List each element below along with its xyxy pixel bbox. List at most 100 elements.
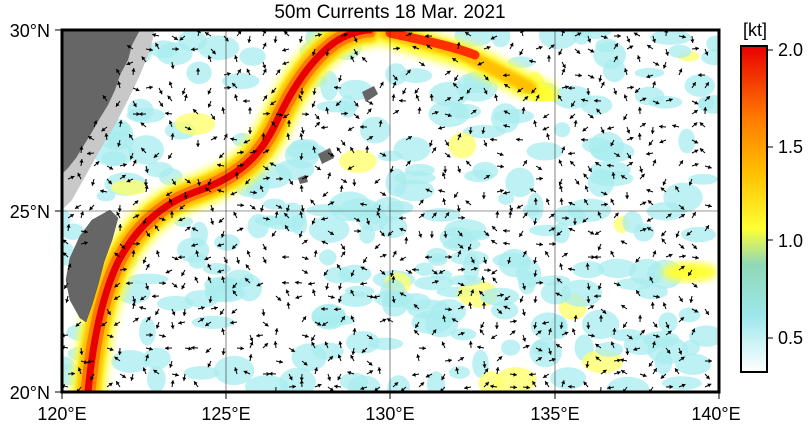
latitude-labels: 20°N 25°N 30°N — [10, 21, 50, 403]
vector-arrowhead — [548, 328, 552, 333]
vector-arrowhead — [563, 253, 568, 257]
vector-arrowhead — [459, 96, 464, 101]
vector-arrowhead — [191, 227, 196, 232]
vector-arrowhead — [600, 81, 605, 86]
vector-arrowhead — [538, 357, 542, 361]
vector-arrowhead — [390, 272, 394, 277]
vector-arrowhead — [441, 341, 446, 346]
vector-arrowhead — [503, 110, 508, 115]
vector-arrowhead — [646, 74, 651, 79]
vector-arrowhead — [680, 265, 685, 270]
vector-arrowhead — [182, 312, 187, 316]
vector-arrowhead — [158, 90, 163, 95]
vector-arrowhead — [361, 348, 366, 353]
vector-arrowhead — [336, 147, 341, 152]
vector-arrowhead — [483, 90, 488, 95]
vector-arrowhead — [117, 81, 122, 85]
lon-label-130: 130°E — [365, 404, 414, 424]
vector-arrowhead — [126, 61, 131, 66]
vector-arrowhead — [668, 253, 673, 258]
vector-arrowhead — [232, 83, 236, 87]
vector-arrowhead — [338, 77, 343, 82]
vector-arrowhead — [365, 146, 370, 150]
vector-arrowhead — [70, 175, 75, 180]
vector-arrowhead — [438, 125, 442, 130]
vector-arrowhead — [594, 255, 598, 260]
vector-arrowhead — [533, 325, 538, 329]
speed-patch — [527, 192, 544, 222]
vector-arrowhead — [329, 231, 334, 235]
vector-arrowhead — [659, 124, 663, 129]
vector-arrowhead — [262, 42, 267, 47]
speed-patch — [276, 159, 315, 180]
vector-arrowhead — [246, 250, 251, 255]
vector-arrowhead — [155, 42, 159, 47]
vector-arrowhead — [262, 64, 267, 69]
vector-arrowhead — [247, 107, 252, 111]
vector-arrowhead — [568, 151, 572, 156]
vector-arrowhead — [402, 90, 407, 95]
vector-arrowhead — [308, 281, 312, 286]
vector-arrowhead — [595, 356, 600, 361]
vector-arrowhead — [556, 344, 560, 348]
vector-arrowhead — [213, 136, 218, 141]
vector-arrowhead — [262, 259, 267, 264]
vector-arrowhead — [655, 62, 660, 66]
vector-arrowhead — [341, 141, 346, 146]
vector-arrowhead — [136, 241, 140, 246]
vector-arrowhead — [661, 238, 666, 243]
vector-arrowhead — [576, 49, 581, 54]
vector-arrowhead — [240, 150, 244, 155]
map-title: 50m Currents 18 Mar. 2021 — [274, 2, 505, 23]
vector-arrowhead — [693, 110, 698, 114]
vector-arrowhead — [344, 111, 348, 116]
vector-arrowhead — [539, 176, 543, 181]
vector-arrowhead — [149, 332, 153, 338]
vector-arrowhead — [460, 282, 465, 287]
vector-arrowhead — [311, 341, 316, 346]
vector-arrowhead — [692, 82, 696, 87]
vector-arrowhead — [630, 85, 634, 90]
vector-arrowhead — [546, 55, 551, 59]
vector-arrowhead — [317, 33, 322, 38]
vector-arrowhead — [460, 305, 465, 310]
vector-arrowhead — [538, 347, 543, 352]
vector-arrowhead — [513, 385, 517, 390]
vector-arrowhead — [454, 77, 458, 81]
vector-arrowhead — [688, 271, 692, 276]
vector-arrowhead — [67, 263, 72, 268]
vector-arrowhead — [582, 218, 587, 223]
vector-arrowhead — [559, 185, 564, 190]
speed-patch — [688, 173, 718, 185]
vector-arrowhead — [699, 148, 704, 153]
vector-arrowhead — [168, 120, 173, 125]
vector-arrowhead — [282, 255, 286, 260]
vector-arrowhead — [114, 283, 119, 288]
speed-patch — [464, 170, 494, 183]
vector-arrowhead — [191, 243, 196, 247]
vector-arrowhead — [473, 267, 478, 271]
speed-patch — [529, 337, 562, 368]
vector-arrowhead — [491, 270, 496, 275]
vector-arrowhead — [529, 188, 534, 193]
speed-patch — [319, 249, 337, 266]
vector-arrowhead — [508, 211, 513, 215]
vector-arrowhead — [432, 212, 437, 217]
speed-patch — [642, 331, 680, 348]
vector-arrowhead — [610, 198, 615, 203]
vector-arrowhead — [299, 377, 304, 381]
vector-arrowhead — [533, 299, 538, 303]
speed-patch — [706, 35, 719, 52]
vector-arrowhead — [350, 55, 355, 60]
ryukyu-island-2 — [318, 148, 334, 164]
vector-arrowhead — [612, 328, 617, 332]
vector-arrowhead — [341, 316, 345, 321]
vector-arrowhead — [142, 220, 147, 225]
vector-arrowhead — [205, 322, 210, 326]
vector-arrowhead — [584, 185, 589, 190]
vector-arrowhead — [611, 172, 616, 176]
vector-arrowhead — [101, 127, 106, 132]
vector-arrowhead — [381, 270, 386, 275]
vector-arrowhead — [360, 266, 365, 271]
vector-arrowhead — [369, 100, 374, 105]
